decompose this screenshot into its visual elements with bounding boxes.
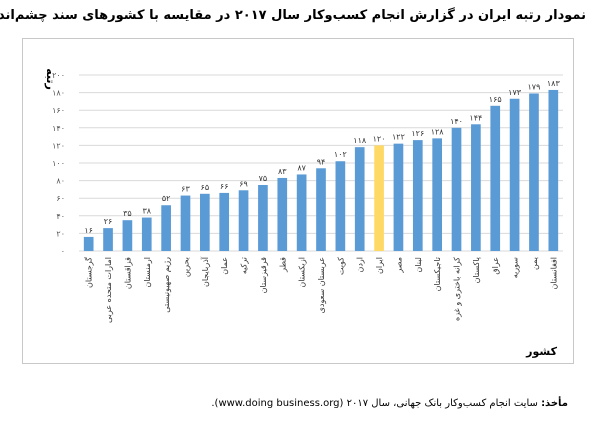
- data-label: ۱۷۹: [528, 82, 541, 91]
- x-tick-label: کویت: [336, 257, 345, 275]
- bar-highlight: [374, 145, 384, 251]
- bar: [122, 220, 133, 251]
- data-label: ۲۶: [104, 217, 113, 226]
- x-tick-label: مصر: [394, 257, 403, 274]
- data-label: ۸۷: [297, 163, 306, 172]
- y-tick-label: ۲۰۰: [52, 71, 65, 80]
- x-tick-label: یمن: [530, 257, 539, 270]
- y-axis-label: رتبه: [44, 68, 57, 90]
- data-label: ۸۳: [278, 167, 287, 176]
- data-label: ۱۴۴: [469, 113, 482, 122]
- value-labels: ۱۶ ۲۶ ۳۵ ۳۸ ۵۲ ۶۳ ۶۵ ۶۶ ۶۹ ۷۵ ۸۳ ۸۷ ۹۴ ۱۰۲ ۱۱۸ ۱۲۰ ۱۲۲ ۱۲…: [84, 79, 560, 235]
- data-label: ۱۸۳: [547, 79, 561, 88]
- data-label: ۱۶۵: [489, 95, 502, 104]
- y-tick-label: ۱۸۰: [52, 89, 65, 98]
- bar: [393, 143, 404, 251]
- data-label: ۳۵: [123, 209, 132, 218]
- x-tick-label: ترکیه: [240, 257, 249, 274]
- data-label: ۱۶: [84, 226, 93, 235]
- bar: [238, 190, 249, 251]
- x-tick-label: تاجیکستان: [433, 257, 442, 291]
- x-axis-ticks: گرجستان امارات متحده عربی قزاقستان ارمنستان…: [84, 256, 559, 323]
- data-label: ۹۴: [317, 157, 326, 166]
- x-tick-label: قزاقستان: [123, 257, 132, 289]
- data-label: ۶۳: [181, 185, 190, 194]
- x-tick-label: رژیم صهیونیستی: [162, 257, 171, 313]
- bar: [412, 140, 423, 251]
- bar: [335, 161, 346, 251]
- data-label: ۱۲۲: [392, 133, 405, 142]
- data-label: ۱۲۶: [411, 129, 424, 138]
- data-label: ۶۵: [201, 183, 210, 192]
- y-tick-label: ۲۰: [56, 229, 65, 238]
- bar: [490, 105, 501, 251]
- bar: [180, 195, 191, 251]
- bar: [83, 236, 94, 251]
- x-tick-label: ایران: [375, 257, 384, 274]
- y-tick-label: ۰: [61, 247, 65, 256]
- y-tick-label: ۱۲۰: [52, 141, 65, 150]
- x-tick-label: قرقیزستان: [259, 257, 268, 293]
- bars: [83, 89, 559, 252]
- data-label: ۶۹: [239, 179, 248, 188]
- x-tick-label: بحرین: [181, 257, 190, 277]
- bar: [141, 217, 152, 251]
- y-tick-label: ۱۶۰: [52, 106, 65, 115]
- bar: [277, 177, 288, 251]
- bar: [471, 124, 481, 251]
- x-tick-label: عربستان سعودی: [317, 257, 326, 313]
- x-tick-label: سوریه: [511, 257, 520, 279]
- bar: [509, 98, 520, 251]
- chart-frame: ۱۶ ۲۶ ۳۵ ۳۸ ۵۲ ۶۳ ۶۵ ۶۶ ۶۹ ۷۵ ۸۳ ۸۷ ۹۴ ۱۰۲ ۱۱۸ ۱۲۰ ۱۲۲ ۱۲…: [22, 38, 574, 364]
- source-label: مأخذ:: [541, 398, 568, 409]
- x-axis-label: کشور: [525, 345, 557, 358]
- data-label: ۳۸: [142, 207, 151, 216]
- x-tick-label: ارمنستان: [143, 257, 152, 288]
- data-label: ۱۲۸: [431, 127, 445, 136]
- x-tick-label: آذربایجان: [200, 256, 210, 287]
- x-tick-label: عمان: [220, 257, 229, 275]
- bar: [529, 93, 539, 251]
- source-text: سایت انجام کسب‌وکار بانک جهانی، سال ۲۰۱۷…: [211, 398, 538, 409]
- bar: [354, 147, 365, 251]
- bar: [432, 138, 442, 251]
- x-tick-label: لبنان: [414, 257, 423, 273]
- x-tick-label: ازبکستان: [298, 257, 307, 288]
- data-label: ۱۱۸: [353, 136, 367, 145]
- bar: [296, 174, 307, 251]
- data-label: ۶۶: [220, 182, 229, 191]
- data-label: ۱۰۲: [334, 150, 347, 159]
- data-label: ۱۲۰: [373, 134, 386, 143]
- y-axis-ticks: ۰ ۲۰ ۴۰ ۶۰ ۸۰ ۱۰۰ ۱۲۰ ۱۴۰ ۱۶۰ ۱۸۰ ۲۰۰: [52, 71, 65, 256]
- x-tick-label: عراق: [491, 257, 500, 275]
- bar: [219, 192, 230, 251]
- bar: [451, 127, 462, 251]
- x-tick-label: اردن: [356, 257, 365, 273]
- x-tick-label: گرجستان: [84, 257, 94, 288]
- bar: [103, 228, 113, 251]
- data-label: ۷۵: [259, 174, 268, 183]
- data-label: ۱۷۳: [508, 88, 522, 97]
- bar: [258, 185, 268, 251]
- y-tick-label: ۱۴۰: [52, 124, 65, 133]
- x-tick-label: امارات متحده عربی: [104, 257, 113, 323]
- bar: [161, 205, 171, 251]
- y-tick-label: ۱۰۰: [52, 159, 65, 168]
- bar-chart: ۱۶ ۲۶ ۳۵ ۳۸ ۵۲ ۶۳ ۶۵ ۶۶ ۶۹ ۷۵ ۸۳ ۸۷ ۹۴ ۱۰۲ ۱۱۸ ۱۲۰ ۱۲۲ ۱۲…: [44, 68, 563, 358]
- data-label: ۱۴۰: [450, 117, 463, 126]
- x-tick-label: افغانستان: [549, 257, 558, 289]
- bar: [548, 89, 559, 252]
- bar: [316, 168, 326, 251]
- data-label: ۵۲: [162, 194, 171, 203]
- y-tick-label: ۴۰: [56, 212, 65, 221]
- x-tick-label: پاکستان: [472, 257, 481, 283]
- source-note: مأخذ: سایت انجام کسب‌وکار بانک جهانی، سا…: [211, 398, 568, 409]
- bar: [200, 193, 210, 251]
- y-tick-label: ۶۰: [56, 194, 65, 203]
- x-tick-label: قطر: [278, 257, 287, 273]
- y-tick-label: ۸۰: [56, 177, 65, 186]
- chart-title: نمودار رتبه ایران در گزارش انجام کسب‌وکا…: [0, 8, 586, 23]
- x-tick-label: کرانه باختری و غزه: [453, 257, 462, 321]
